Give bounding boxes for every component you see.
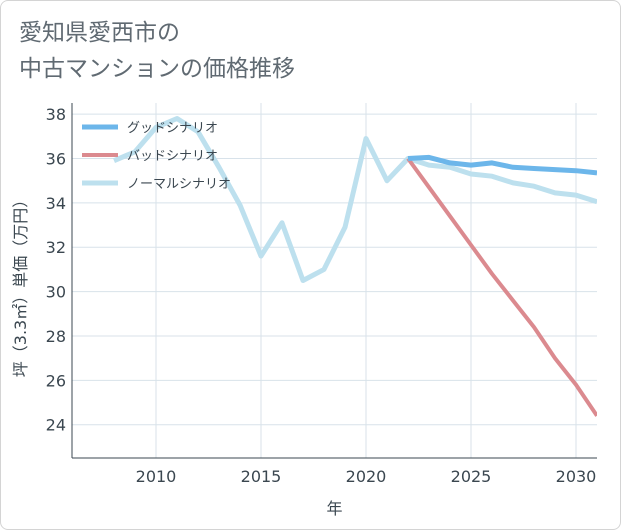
series-line-0 (407, 154, 597, 176)
x-tick-label: 2030 (556, 467, 597, 486)
y-tick-label: 26 (46, 371, 66, 390)
series-line-1 (406, 157, 597, 417)
x-tick-label: 2025 (451, 467, 492, 486)
x-tick-label: 2015 (241, 467, 282, 486)
chart-title: 愛知県愛西市の 中古マンションの価格推移 (19, 15, 439, 87)
y-tick-label: 38 (46, 105, 66, 124)
legend-label-0: グッドシナリオ (127, 121, 218, 136)
y-tick-label: 24 (46, 416, 66, 435)
x-axis-title: 年 (326, 499, 342, 518)
y-tick-label: 34 (46, 194, 66, 213)
legend-label-1: バッドシナリオ (127, 149, 218, 164)
x-tick-label: 2010 (136, 467, 177, 486)
y-axis-title: 坪（3.3㎡）単価（万円） (11, 192, 30, 377)
chart-title-line1: 愛知県愛西市の (19, 20, 180, 46)
y-tick-label: 30 (46, 283, 66, 302)
chart-title-line2: 中古マンションの価格推移 (19, 56, 295, 82)
x-tick-label: 2020 (346, 467, 387, 486)
legend-label-2: ノーマルシナリオ (127, 177, 231, 192)
series-line-2 (113, 116, 597, 283)
y-tick-label: 32 (46, 238, 66, 257)
y-tick-label: 36 (46, 149, 66, 168)
y-tick-label: 28 (46, 327, 66, 346)
